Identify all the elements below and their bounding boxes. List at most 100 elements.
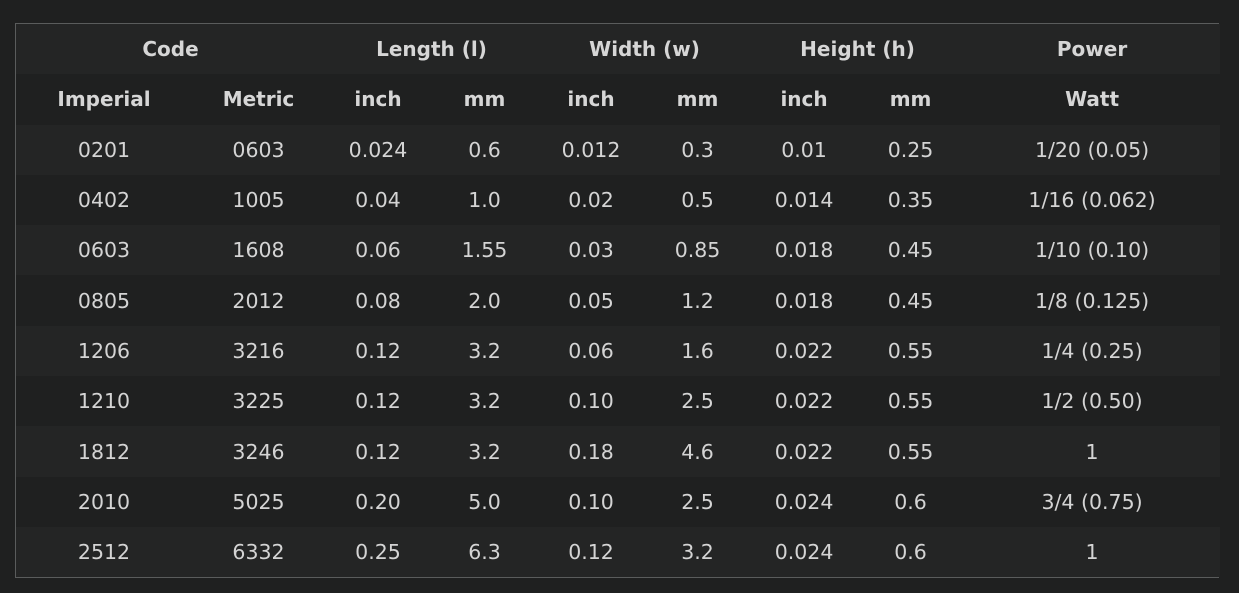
- cell-width-mm: 1.6: [681, 338, 714, 363]
- subheader-width-inch: inch: [567, 87, 615, 112]
- cell-width-inch: 0.06: [568, 338, 614, 363]
- cell-height-inch: 0.014: [774, 188, 834, 213]
- cell-width-mm: 4.6: [681, 439, 714, 464]
- cell-height-inch: 0.024: [774, 540, 834, 565]
- subheader-height-mm: mm: [889, 87, 932, 112]
- cell-length-inch: 0.04: [355, 188, 401, 213]
- header-length: Length (l): [376, 37, 487, 62]
- cell-length-mm: 2.0: [468, 288, 501, 313]
- cell-power-watt: 1/16 (0.062): [1028, 188, 1156, 213]
- cell-height-mm: 0.45: [887, 238, 934, 263]
- cell-width-mm: 3.2: [681, 540, 714, 565]
- cell-height-inch: 0.022: [774, 338, 834, 363]
- cell-width-inch: 0.12: [568, 540, 614, 565]
- header-group-row: Code Length (l) Width (w) Height (h) Pow…: [16, 24, 1221, 75]
- table-header: Code Length (l) Width (w) Height (h) Pow…: [16, 24, 1221, 125]
- cell-length-mm: 3.2: [468, 439, 501, 464]
- cell-metric-code: 1005: [232, 188, 285, 213]
- subheader-length-inch: inch: [354, 87, 402, 112]
- cell-imperial-code: 1210: [77, 389, 131, 414]
- cell-width-inch: 0.18: [568, 439, 614, 464]
- cell-height-mm: 0.35: [887, 188, 934, 213]
- cell-width-inch: 0.05: [568, 288, 614, 313]
- header-width: Width (w): [589, 37, 700, 62]
- cell-length-mm: 6.3: [468, 540, 501, 565]
- cell-height-inch: 0.018: [774, 288, 834, 313]
- cell-length-mm: 1.55: [461, 238, 508, 263]
- header-subrow: Imperial Metric inch mm inch mm inch mm …: [16, 74, 1221, 125]
- cell-width-inch: 0.10: [568, 489, 614, 514]
- cell-width-inch: 0.02: [568, 188, 614, 213]
- cell-length-inch: 0.08: [355, 288, 401, 313]
- table-row: 2010 5025 0.20 5.0 0.10 2.5 0.024 0.6 3/4 (0.75): [16, 476, 1221, 527]
- table-row: 1210 3225 0.12 3.2 0.10 2.5 0.022 0.55 1/2 (0.50…: [16, 376, 1221, 427]
- cell-imperial-code: 2010: [77, 489, 131, 514]
- cell-length-inch: 0.12: [355, 338, 401, 363]
- cell-height-mm: 0.6: [894, 489, 927, 514]
- cell-power-watt: 1/10 (0.10): [1034, 238, 1150, 263]
- header-power: Power: [1056, 37, 1128, 62]
- cell-width-inch: 0.10: [568, 389, 614, 414]
- cell-height-inch: 0.022: [774, 439, 834, 464]
- cell-length-mm: 3.2: [468, 389, 501, 414]
- cell-imperial-code: 1206: [77, 338, 131, 363]
- header-code: Code: [142, 37, 199, 62]
- resistor-size-table: Code Length (l) Width (w) Height (h) Pow…: [16, 24, 1221, 578]
- cell-imperial-code: 2512: [77, 540, 131, 565]
- cell-height-mm: 0.45: [887, 288, 934, 313]
- subheader-imperial: Imperial: [57, 87, 151, 112]
- cell-height-inch: 0.022: [774, 389, 834, 414]
- cell-width-mm: 2.5: [681, 389, 714, 414]
- table-row: 1812 3246 0.12 3.2 0.18 4.6 0.022 0.55 1: [16, 426, 1221, 477]
- cell-height-inch: 0.018: [774, 238, 834, 263]
- cell-metric-code: 6332: [232, 540, 285, 565]
- cell-power-watt: 1: [1085, 540, 1099, 565]
- table-body: 0201 0603 0.024 0.6 0.012 0.3 0.01 0.25 1/20 (0.…: [16, 124, 1221, 578]
- cell-length-inch: 0.25: [355, 540, 401, 565]
- cell-height-mm: 0.55: [887, 338, 934, 363]
- subheader-power-watt: Watt: [1065, 87, 1120, 112]
- cell-width-mm: 0.85: [674, 238, 721, 263]
- cell-imperial-code: 0201: [77, 137, 131, 162]
- cell-height-inch: 0.024: [774, 489, 834, 514]
- cell-power-watt: 1/8 (0.125): [1034, 288, 1150, 313]
- cell-length-inch: 0.12: [355, 389, 401, 414]
- cell-power-watt: 1/4 (0.25): [1041, 338, 1143, 363]
- cell-width-mm: 2.5: [681, 489, 714, 514]
- table-row: 0805 2012 0.08 2.0 0.05 1.2 0.018 0.45 1/8 (0.12…: [16, 275, 1221, 326]
- cell-length-inch: 0.06: [355, 238, 401, 263]
- cell-imperial-code: 1812: [77, 439, 131, 464]
- header-height: Height (h): [800, 37, 915, 62]
- cell-length-mm: 1.0: [468, 188, 501, 213]
- cell-height-mm: 0.55: [887, 439, 934, 464]
- cell-length-inch: 0.024: [348, 137, 408, 162]
- cell-height-inch: 0.01: [781, 137, 827, 162]
- cell-length-mm: 5.0: [468, 489, 501, 514]
- cell-height-mm: 0.55: [887, 389, 934, 414]
- table-row: 1206 3216 0.12 3.2 0.06 1.6 0.022 0.55 1/4 (0.25…: [16, 325, 1221, 377]
- table-row: 2512 6332 0.25 6.3 0.12 3.2 0.024 0.6 1: [16, 526, 1221, 578]
- cell-metric-code: 3216: [232, 338, 285, 363]
- cell-height-mm: 0.6: [894, 540, 927, 565]
- cell-metric-code: 1608: [232, 238, 285, 263]
- table-row: 0201 0603 0.024 0.6 0.012 0.3 0.01 0.25 1/20 (0.…: [16, 124, 1221, 175]
- cell-length-inch: 0.12: [355, 439, 401, 464]
- cell-width-mm: 0.3: [681, 137, 714, 162]
- cell-power-watt: 1: [1085, 439, 1099, 464]
- subheader-length-mm: mm: [463, 87, 506, 112]
- cell-width-mm: 1.2: [681, 288, 714, 313]
- subheader-width-mm: mm: [676, 87, 719, 112]
- cell-width-inch: 0.03: [568, 238, 614, 263]
- cell-width-inch: 0.012: [561, 137, 621, 162]
- cell-power-watt: 1/2 (0.50): [1041, 389, 1143, 414]
- cell-metric-code: 5025: [232, 489, 285, 514]
- cell-imperial-code: 0603: [77, 238, 131, 263]
- cell-length-mm: 0.6: [468, 137, 501, 162]
- subheader-metric: Metric: [222, 87, 295, 112]
- cell-metric-code: 3246: [232, 439, 285, 464]
- cell-metric-code: 3225: [232, 389, 285, 414]
- cell-imperial-code: 0805: [77, 288, 131, 313]
- cell-height-mm: 0.25: [887, 137, 934, 162]
- cell-metric-code: 0603: [232, 137, 285, 162]
- table-row: 0603 1608 0.06 1.55 0.03 0.85 0.018 0.45 1/10 (0…: [16, 225, 1221, 276]
